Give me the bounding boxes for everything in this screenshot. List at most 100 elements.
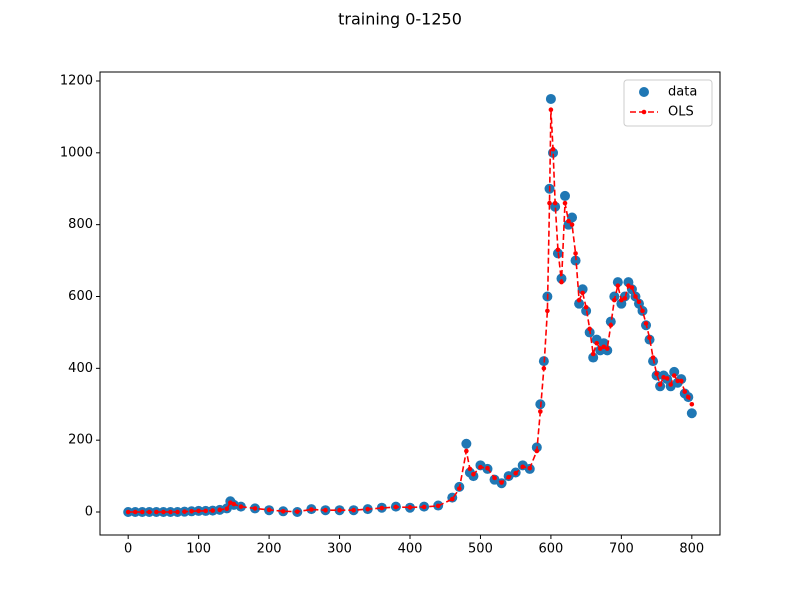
ols-point	[569, 222, 575, 227]
ols-point	[555, 247, 561, 253]
ols-point	[583, 304, 589, 310]
ols-point	[224, 506, 230, 512]
ols-point	[228, 500, 233, 505]
ols-point	[125, 509, 131, 515]
x-tick-label: 700	[609, 542, 634, 557]
ols-point	[629, 285, 635, 290]
legend-marker	[639, 87, 649, 97]
ols-point	[457, 486, 462, 491]
ols-point	[552, 200, 558, 206]
ols-point	[547, 200, 552, 206]
x-tick-label: 800	[679, 542, 704, 557]
ols-point	[280, 508, 286, 514]
x-tick-label: 400	[398, 542, 423, 557]
data-point	[556, 273, 567, 284]
ols-point	[608, 322, 614, 328]
ols-point	[654, 371, 659, 377]
ols-point	[527, 465, 533, 471]
data-point	[612, 277, 623, 288]
ols-point	[685, 394, 691, 400]
ols-point	[643, 321, 649, 326]
ols-point	[678, 378, 684, 384]
ols-point	[590, 351, 596, 357]
data-point	[550, 201, 561, 212]
ols-point	[393, 504, 399, 510]
ols-point	[615, 283, 621, 289]
data-point	[686, 408, 697, 419]
ols-point	[485, 465, 490, 471]
ols-point	[661, 375, 666, 380]
ols-point	[559, 279, 564, 285]
ols-point	[689, 401, 695, 407]
ols-point	[351, 507, 356, 513]
ols-point	[671, 373, 677, 378]
chart-title: training 0-1250	[338, 10, 462, 29]
ols-point	[449, 496, 455, 502]
data-point	[609, 291, 620, 302]
ols-point	[492, 475, 497, 481]
data-point	[577, 284, 588, 295]
ols-point	[520, 464, 526, 470]
ols-point	[217, 507, 223, 513]
ols-point	[580, 290, 585, 296]
ols-point	[597, 346, 603, 351]
data-point	[588, 352, 599, 363]
y-tick-label: 600	[68, 289, 93, 304]
ols-point	[464, 448, 469, 454]
ols-point	[231, 501, 237, 507]
y-tick-label: 1200	[60, 73, 93, 88]
ols-point	[594, 340, 600, 346]
ols-point	[647, 335, 652, 341]
ols-point	[657, 382, 663, 387]
ols-point	[538, 409, 543, 414]
ols-point	[636, 299, 642, 305]
ols-point	[506, 474, 511, 480]
ols-point	[323, 507, 328, 513]
ols-point	[622, 295, 628, 301]
data-point	[560, 190, 570, 201]
ols-point	[379, 505, 385, 511]
x-tick-label: 500	[468, 542, 493, 557]
ols-point	[601, 344, 607, 350]
ols-point	[147, 509, 152, 515]
ols-point	[576, 297, 582, 303]
ols-point	[534, 448, 540, 454]
ols-point	[573, 251, 578, 256]
ols-point	[435, 503, 441, 509]
ols-point	[550, 146, 556, 152]
ols-point	[139, 509, 145, 515]
ols-point	[203, 508, 208, 514]
ols-point	[471, 471, 476, 477]
ols-point	[196, 508, 201, 514]
data-point	[545, 93, 556, 104]
ols-point	[478, 464, 483, 470]
ols-point	[664, 376, 670, 381]
ols-point	[309, 507, 314, 512]
ols-point	[513, 470, 518, 476]
ols-point	[650, 355, 656, 360]
x-tick-label: 200	[257, 542, 282, 557]
legend-label: OLS	[668, 105, 694, 120]
y-tick-label: 200	[68, 433, 93, 448]
ols-point	[626, 283, 631, 289]
ols-point	[633, 294, 638, 299]
data-point	[574, 298, 585, 309]
legend-label: data	[668, 85, 697, 100]
ols-point	[640, 308, 645, 314]
y-tick-label: 400	[68, 361, 93, 376]
x-tick-label: 300	[327, 542, 352, 557]
ols-point	[132, 509, 138, 515]
ols-point	[210, 508, 216, 513]
ols-line	[128, 109, 693, 513]
ols-point	[612, 297, 617, 303]
x-tick-label: 100	[186, 542, 211, 557]
ols-point	[421, 504, 427, 510]
data-point	[461, 438, 472, 449]
data-point	[605, 316, 616, 327]
ols-point	[238, 504, 244, 509]
x-tick-label: 600	[538, 542, 563, 557]
ols-point	[548, 107, 554, 113]
ols-point	[587, 326, 592, 332]
ols-point	[499, 480, 504, 485]
ols-point	[175, 509, 180, 515]
